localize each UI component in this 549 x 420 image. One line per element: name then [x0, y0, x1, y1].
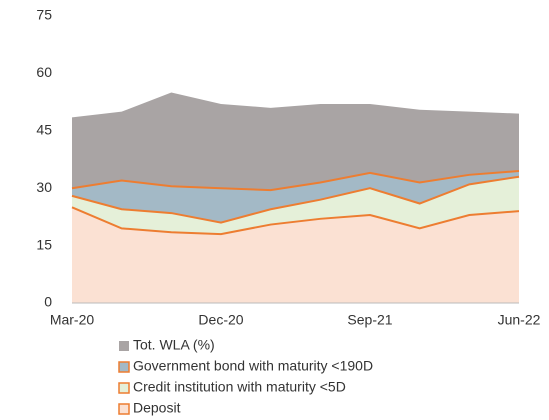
x-tick-label: Jun-22 — [498, 312, 541, 328]
area-edge — [71, 206, 520, 236]
y-tick-label: 75 — [36, 7, 52, 23]
legend-swatch — [118, 403, 130, 415]
area-edge — [71, 175, 520, 224]
legend-swatch — [118, 361, 130, 373]
legend-swatch — [118, 382, 130, 394]
legend-label: Credit institution with maturity <5D — [133, 379, 346, 395]
legend-label: Deposit — [133, 400, 181, 416]
legend-label: Tot. WLA (%) — [133, 337, 215, 353]
legend-label: Government bond with maturity <190D — [133, 358, 373, 374]
y-tick-label: 30 — [36, 179, 52, 195]
x-tick-label: Sep-21 — [347, 312, 392, 328]
y-tick-label: 45 — [36, 122, 52, 138]
y-tick-label: 0 — [44, 294, 52, 310]
x-tick-label: Dec-20 — [198, 312, 243, 328]
x-tick-label: Mar-20 — [50, 312, 95, 328]
legend-swatch — [119, 341, 129, 351]
area-band — [72, 170, 519, 223]
y-tick-label: 15 — [36, 236, 52, 252]
y-tick-label: 60 — [36, 64, 52, 80]
area-band — [72, 207, 519, 303]
area-edge — [71, 169, 520, 192]
